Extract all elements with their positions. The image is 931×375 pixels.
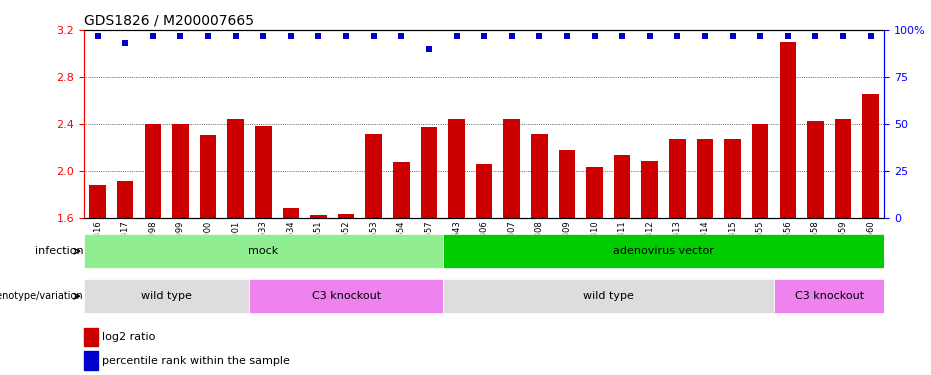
Point (477, 33, 492, 39)
FancyBboxPatch shape (443, 234, 884, 268)
FancyBboxPatch shape (84, 279, 250, 313)
Bar (724, 139, 741, 218)
Bar (338, 214, 355, 217)
Bar (200, 135, 216, 218)
Bar (117, 181, 133, 218)
Text: percentile rank within the sample: percentile rank within the sample (102, 356, 290, 366)
Point (173, 33, 188, 39)
Bar (255, 126, 272, 218)
Point (256, 33, 271, 39)
Bar (84, 328, 98, 346)
Point (200, 33, 215, 39)
Bar (614, 155, 630, 218)
Bar (144, 124, 161, 218)
Point (725, 33, 740, 39)
Bar (696, 139, 713, 218)
Point (505, 33, 519, 39)
Text: wild type: wild type (583, 291, 634, 301)
Bar (835, 119, 851, 218)
Bar (448, 119, 465, 218)
Point (339, 33, 354, 39)
Point (117, 40, 132, 46)
Point (422, 46, 437, 52)
Bar (504, 119, 520, 218)
Text: GDS1826 / M200007665: GDS1826 / M200007665 (84, 13, 254, 27)
Text: mock: mock (249, 246, 278, 256)
Text: infection: infection (34, 246, 83, 256)
Text: C3 knockout: C3 knockout (795, 291, 864, 301)
Point (836, 33, 851, 39)
Text: adenovirus vector: adenovirus vector (614, 246, 714, 256)
Point (560, 33, 574, 39)
Point (642, 33, 657, 39)
FancyBboxPatch shape (250, 279, 443, 313)
Text: genotype/variation: genotype/variation (0, 291, 83, 301)
Point (614, 33, 629, 39)
Point (311, 33, 326, 39)
Point (780, 33, 795, 39)
Bar (779, 42, 796, 218)
Text: wild type: wild type (142, 291, 192, 301)
Bar (641, 161, 658, 218)
Bar (807, 122, 824, 218)
Point (394, 33, 409, 39)
FancyBboxPatch shape (774, 279, 884, 313)
Point (863, 33, 878, 39)
Point (753, 33, 768, 39)
Point (145, 33, 160, 39)
Bar (531, 134, 547, 218)
Bar (172, 124, 189, 218)
Bar (393, 162, 410, 218)
Bar (587, 167, 603, 217)
Point (532, 33, 546, 39)
FancyBboxPatch shape (443, 279, 774, 313)
Bar (421, 127, 438, 218)
Point (587, 33, 602, 39)
Point (283, 33, 298, 39)
Point (228, 33, 243, 39)
Bar (365, 134, 382, 218)
Text: C3 knockout: C3 knockout (312, 291, 381, 301)
Bar (476, 164, 492, 218)
Bar (862, 94, 879, 218)
Point (449, 33, 464, 39)
Point (697, 33, 712, 39)
Bar (559, 150, 575, 217)
Point (366, 33, 381, 39)
Bar (669, 139, 685, 218)
Bar (227, 119, 244, 218)
Bar (89, 185, 106, 218)
Point (90, 33, 105, 39)
Bar (752, 124, 768, 218)
Bar (310, 215, 327, 217)
Bar (283, 208, 299, 218)
FancyBboxPatch shape (84, 234, 443, 268)
Point (670, 33, 685, 39)
Text: log2 ratio: log2 ratio (102, 332, 155, 342)
Point (808, 33, 823, 39)
Bar (84, 351, 98, 370)
